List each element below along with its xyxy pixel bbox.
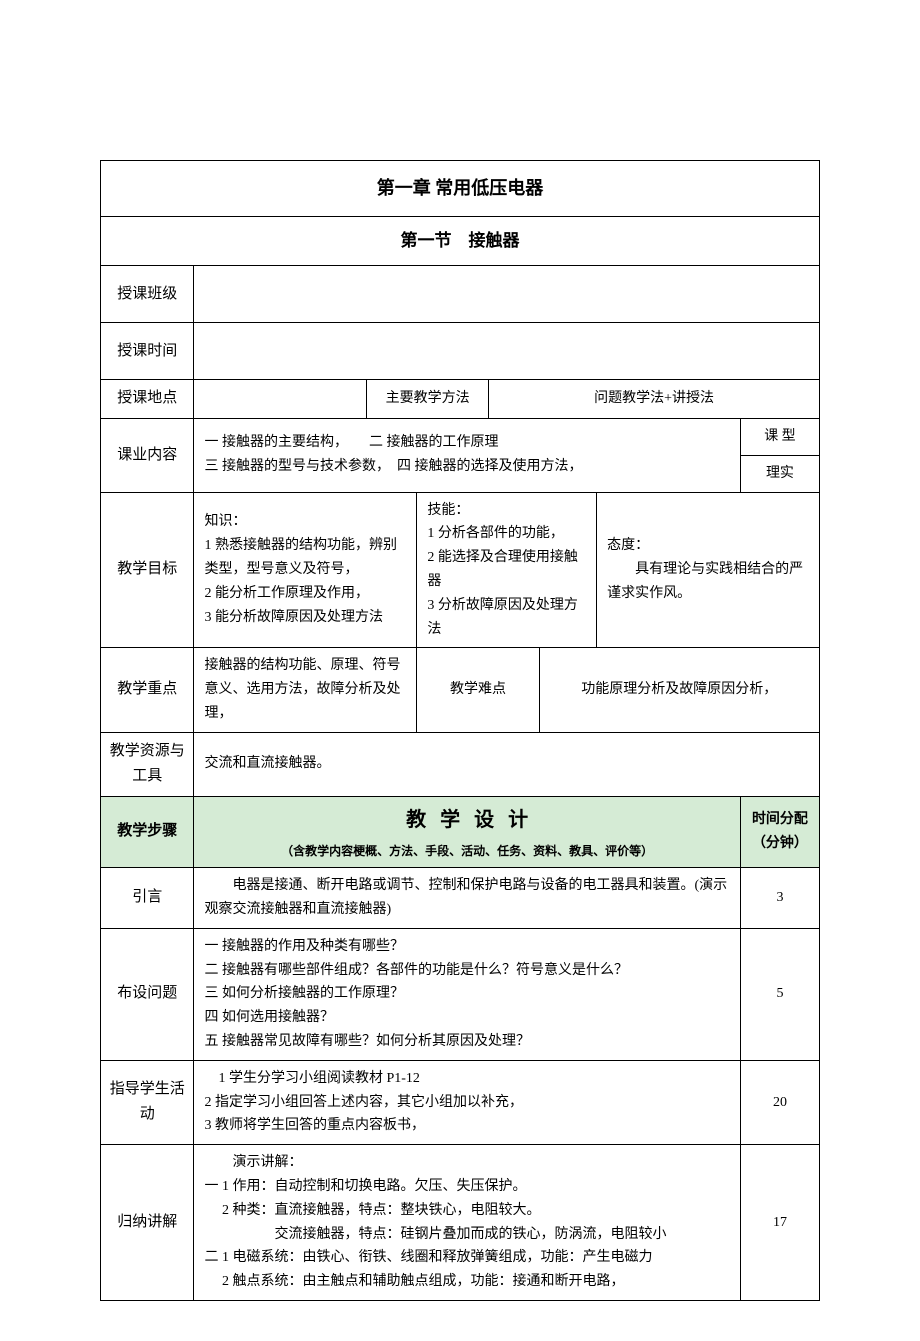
- value-place: [194, 380, 367, 419]
- value-time: [194, 323, 820, 380]
- resources-text: 交流和直流接触器。: [194, 732, 820, 796]
- row-guide-label: 指导学生活动: [101, 1060, 194, 1144]
- label-method: 主要教学方法: [367, 380, 489, 419]
- row-guide-time: 20: [740, 1060, 819, 1144]
- label-resources: 教学资源与工具: [101, 732, 194, 796]
- section-title: 第一节 接触器: [101, 216, 820, 266]
- label-place: 授课地点: [101, 380, 194, 419]
- time-alloc-1: 时间分配: [752, 812, 808, 827]
- design-header-main: 教学设计: [202, 803, 731, 837]
- difficulty-text: 功能原理分析及故障原因分析，: [539, 648, 819, 732]
- goal-skill: 技能： 1 分析各部件的功能， 2 能选择及合理使用接触器 3 分析故障原因及处…: [417, 492, 597, 648]
- row-questions-content: 一 接触器的作用及种类有哪些？ 二 接触器有哪些部件组成？各部件的功能是什么？符…: [194, 928, 740, 1060]
- lesson-plan-page: 第一章 常用低压电器 第一节 接触器 授课班级 授课时间 授课地点 主要教学方法…: [0, 0, 920, 1341]
- label-type: 课 型: [740, 418, 819, 455]
- label-time: 授课时间: [101, 323, 194, 380]
- row-summary-label: 归纳讲解: [101, 1145, 194, 1301]
- label-difficulty: 教学难点: [417, 648, 539, 732]
- design-header: 教学设计 （含教学内容梗概、方法、手段、活动、任务、资料、教具、评价等）: [194, 796, 740, 867]
- row-guide-content: 1 学生分学习小组阅读教材 P1-12 2 指定学习小组回答上述内容，其它小组加…: [194, 1060, 740, 1144]
- lesson-plan-table: 第一章 常用低压电器 第一节 接触器 授课班级 授课时间 授课地点 主要教学方法…: [100, 160, 820, 1301]
- value-type: 理实: [740, 455, 819, 492]
- label-content: 课业内容: [101, 418, 194, 492]
- row-questions-time: 5: [740, 928, 819, 1060]
- label-class: 授课班级: [101, 266, 194, 323]
- time-alloc-2: （分钟）: [752, 836, 808, 851]
- content-text: 一 接触器的主要结构， 二 接触器的工作原理 三 接触器的型号与技术参数， 四 …: [194, 418, 740, 492]
- value-method: 问题教学法+讲授法: [489, 380, 820, 419]
- label-steps: 教学步骤: [101, 796, 194, 867]
- row-intro-label: 引言: [101, 868, 194, 929]
- keypoint-text: 接触器的结构功能、原理、符号意义、选用方法，故障分析及处理，: [194, 648, 417, 732]
- goal-attitude: 态度： 具有理论与实践相结合的严谨求实作风。: [597, 492, 820, 648]
- row-summary-content: 演示讲解： 一 1 作用：自动控制和切换电路。欠压、失压保护。 2 种类：直流接…: [194, 1145, 740, 1301]
- row-summary-time: 17: [740, 1145, 819, 1301]
- label-time-alloc: 时间分配 （分钟）: [740, 796, 819, 867]
- row-questions-label: 布设问题: [101, 928, 194, 1060]
- row-intro-time: 3: [740, 868, 819, 929]
- row-intro-content: 电器是接通、断开电路或调节、控制和保护电路与设备的电工器具和装置。(演示观察交流…: [194, 868, 740, 929]
- value-class: [194, 266, 820, 323]
- design-header-sub: （含教学内容梗概、方法、手段、活动、任务、资料、教具、评价等）: [202, 841, 731, 861]
- label-goal: 教学目标: [101, 492, 194, 648]
- chapter-title: 第一章 常用低压电器: [101, 161, 820, 217]
- goal-knowledge: 知识： 1 熟悉接触器的结构功能，辨别类型，型号意义及符号， 2 能分析工作原理…: [194, 492, 417, 648]
- label-keypoint: 教学重点: [101, 648, 194, 732]
